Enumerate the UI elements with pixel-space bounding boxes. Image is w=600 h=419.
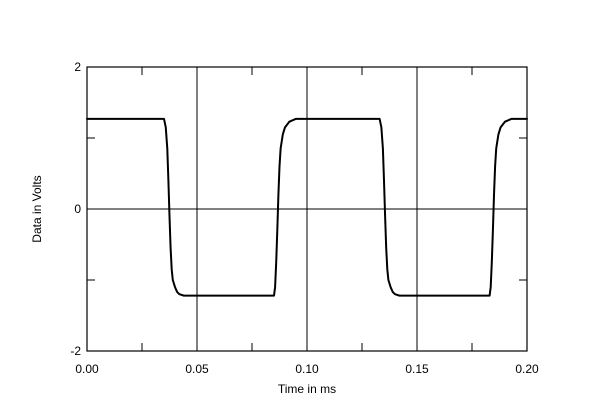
plot-frame [86,66,528,352]
series-line [86,117,528,297]
tick-layer [87,67,527,351]
tick-label-layer: 0.00 0.05 0.10 0.15 0.20 -2 0 2 [70,60,539,376]
x-tick-label: 0.05 [185,362,209,376]
y-tick-label: 0 [74,202,81,216]
grid-layer [87,67,527,351]
y-axis-label: Data in Volts [30,175,44,242]
x-tick-label: 0.10 [295,362,319,376]
x-axis-label: Time in ms [278,382,336,396]
x-tick-label: 0.20 [515,362,539,376]
x-tick-label: 0.00 [75,362,99,376]
x-tick-label: 0.15 [405,362,429,376]
series-layer [86,117,528,297]
y-tick-label: 2 [74,60,81,74]
y-tick-label: -2 [70,344,81,358]
